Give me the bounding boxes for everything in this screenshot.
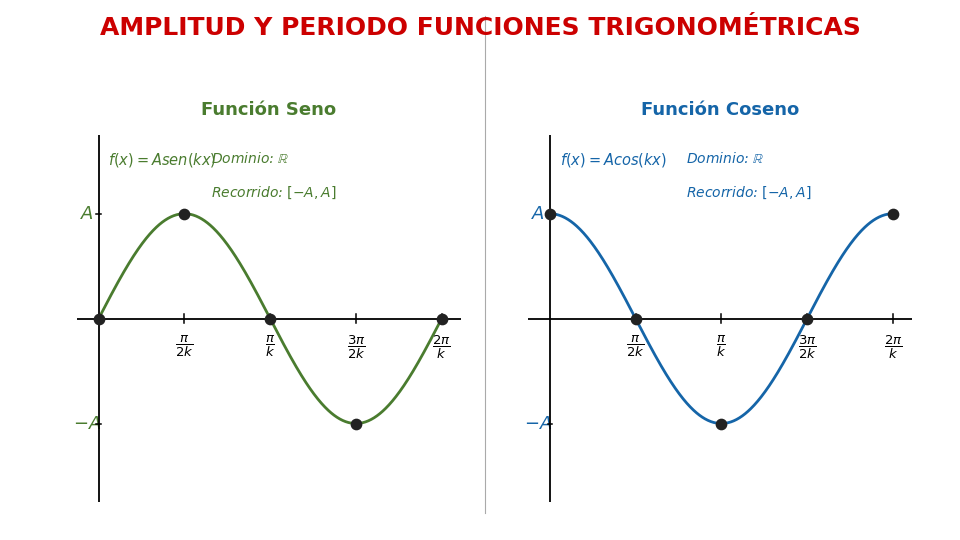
Text: $-A$: $-A$ bbox=[524, 415, 552, 433]
Point bbox=[91, 314, 107, 323]
Text: Función Seno: Función Seno bbox=[202, 101, 336, 119]
Text: $-A$: $-A$ bbox=[73, 415, 101, 433]
Text: Función Coseno: Función Coseno bbox=[641, 101, 799, 119]
Point bbox=[628, 314, 643, 323]
Text: $\it{Recorrido}$: $[-A, A]$: $\it{Recorrido}$: $[-A, A]$ bbox=[210, 184, 336, 200]
Text: $\dfrac{3\pi}{2k}$: $\dfrac{3\pi}{2k}$ bbox=[798, 334, 816, 361]
Text: $f(x) = Acos(kx)$: $f(x) = Acos(kx)$ bbox=[560, 151, 666, 168]
Point bbox=[542, 210, 558, 218]
Text: $\dfrac{\pi}{k}$: $\dfrac{\pi}{k}$ bbox=[716, 334, 727, 360]
Text: AMPLITUD Y PERIODO FUNCIONES TRIGONOMÉTRICAS: AMPLITUD Y PERIODO FUNCIONES TRIGONOMÉTR… bbox=[100, 16, 860, 40]
Point bbox=[348, 419, 364, 428]
Text: $\dfrac{2\pi}{k}$: $\dfrac{2\pi}{k}$ bbox=[432, 334, 451, 361]
Point bbox=[800, 314, 815, 323]
Text: $A$: $A$ bbox=[531, 205, 545, 222]
Point bbox=[434, 314, 449, 323]
Text: $\dfrac{3\pi}{2k}$: $\dfrac{3\pi}{2k}$ bbox=[347, 334, 365, 361]
Text: $f(x) = Asen(kx)$: $f(x) = Asen(kx)$ bbox=[108, 151, 217, 168]
Text: $\it{Recorrido}$: $[-A, A]$: $\it{Recorrido}$: $[-A, A]$ bbox=[686, 184, 812, 200]
Point bbox=[262, 314, 277, 323]
Text: $\it{Dominio}$: $\mathbb{R}$: $\it{Dominio}$: $\mathbb{R}$ bbox=[210, 151, 289, 166]
Text: $\dfrac{\pi}{2k}$: $\dfrac{\pi}{2k}$ bbox=[626, 334, 645, 360]
Text: $A$: $A$ bbox=[80, 205, 94, 222]
Point bbox=[713, 419, 729, 428]
Text: $\dfrac{2\pi}{k}$: $\dfrac{2\pi}{k}$ bbox=[883, 334, 902, 361]
Text: $\dfrac{\pi}{2k}$: $\dfrac{\pi}{2k}$ bbox=[175, 334, 194, 360]
Point bbox=[885, 210, 900, 218]
Text: $\dfrac{\pi}{k}$: $\dfrac{\pi}{k}$ bbox=[265, 334, 276, 360]
Point bbox=[177, 210, 192, 218]
Text: $\it{Dominio}$: $\mathbb{R}$: $\it{Dominio}$: $\mathbb{R}$ bbox=[686, 151, 764, 166]
